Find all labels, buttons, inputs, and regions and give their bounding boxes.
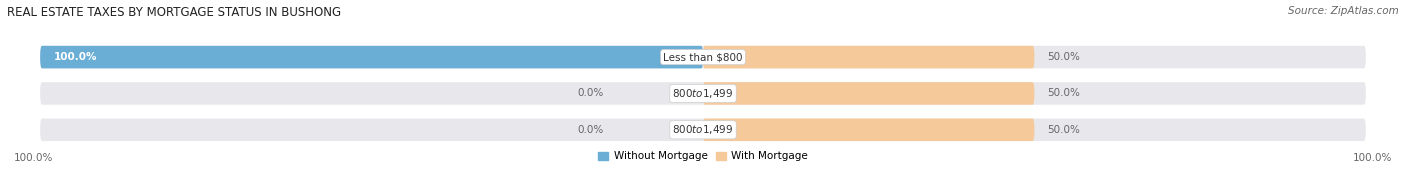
Text: Source: ZipAtlas.com: Source: ZipAtlas.com: [1288, 6, 1399, 16]
Text: 0.0%: 0.0%: [578, 125, 603, 135]
FancyBboxPatch shape: [41, 82, 1365, 105]
FancyBboxPatch shape: [41, 46, 703, 68]
Text: Less than $800: Less than $800: [664, 52, 742, 62]
Text: 100.0%: 100.0%: [1353, 153, 1392, 163]
Text: $800 to $1,499: $800 to $1,499: [672, 123, 734, 136]
Text: 100.0%: 100.0%: [14, 153, 53, 163]
Text: 0.0%: 0.0%: [578, 88, 603, 98]
Text: 50.0%: 50.0%: [1047, 88, 1081, 98]
Text: 100.0%: 100.0%: [53, 52, 97, 62]
Text: REAL ESTATE TAXES BY MORTGAGE STATUS IN BUSHONG: REAL ESTATE TAXES BY MORTGAGE STATUS IN …: [7, 6, 342, 19]
Legend: Without Mortgage, With Mortgage: Without Mortgage, With Mortgage: [593, 147, 813, 166]
Text: $800 to $1,499: $800 to $1,499: [672, 87, 734, 100]
FancyBboxPatch shape: [41, 46, 1365, 68]
FancyBboxPatch shape: [703, 46, 1035, 68]
Text: 50.0%: 50.0%: [1047, 52, 1081, 62]
FancyBboxPatch shape: [41, 119, 1365, 141]
Text: 50.0%: 50.0%: [1047, 125, 1081, 135]
FancyBboxPatch shape: [703, 82, 1035, 105]
FancyBboxPatch shape: [703, 119, 1035, 141]
